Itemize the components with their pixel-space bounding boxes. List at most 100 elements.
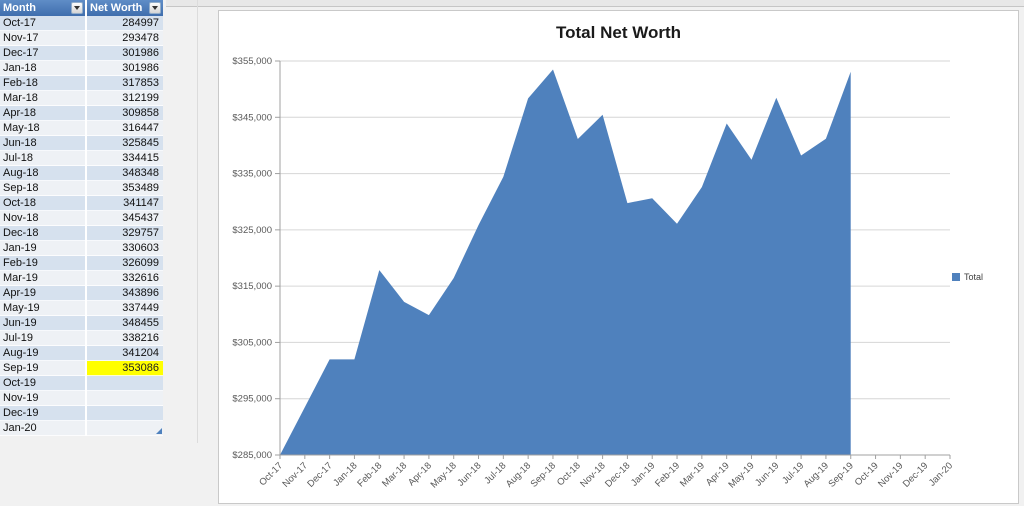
month-cell[interactable]: Jul-18 bbox=[0, 151, 85, 166]
svg-text:$315,000: $315,000 bbox=[232, 281, 272, 292]
net-worth-cell[interactable]: 301986 bbox=[87, 46, 163, 61]
filter-dropdown-icon bbox=[74, 6, 80, 10]
month-cell[interactable]: Mar-18 bbox=[0, 91, 85, 106]
table-resize-handle[interactable] bbox=[156, 428, 162, 434]
net-worth-cell[interactable]: 353489 bbox=[87, 181, 163, 196]
month-cell[interactable]: Apr-18 bbox=[0, 106, 85, 121]
month-cell[interactable]: May-19 bbox=[0, 301, 85, 316]
month-cell[interactable]: Apr-19 bbox=[0, 286, 85, 301]
net-worth-cell[interactable]: 329757 bbox=[87, 226, 163, 241]
net-worth-cell[interactable]: 334415 bbox=[87, 151, 163, 166]
month-cell[interactable]: Jan-19 bbox=[0, 241, 85, 256]
table-row: Jan-19 330603 bbox=[0, 241, 163, 256]
column-header-net-worth[interactable]: Net Worth bbox=[87, 0, 163, 16]
net-worth-cell[interactable] bbox=[87, 421, 163, 436]
svg-text:Jun-18: Jun-18 bbox=[455, 460, 483, 488]
month-cell[interactable]: May-18 bbox=[0, 121, 85, 136]
net-worth-cell[interactable]: 325845 bbox=[87, 136, 163, 151]
month-cell[interactable]: Aug-19 bbox=[0, 346, 85, 361]
net-worth-area-chart: $285,000 $295,000 $305,000 $315,000 $325,000… bbox=[232, 56, 955, 491]
net-worth-cell[interactable]: 293478 bbox=[87, 31, 163, 46]
net-worth-cell[interactable]: 317853 bbox=[87, 76, 163, 91]
table-row: Oct-18 341147 bbox=[0, 196, 163, 211]
month-cell[interactable]: Aug-18 bbox=[0, 166, 85, 181]
table-row: Jun-19 348455 bbox=[0, 316, 163, 331]
month-cell[interactable]: Jul-19 bbox=[0, 331, 85, 346]
month-cell[interactable]: Jun-19 bbox=[0, 316, 85, 331]
table-row: Oct-19 bbox=[0, 376, 163, 391]
net-worth-cell[interactable]: 332616 bbox=[87, 271, 163, 286]
svg-text:Jan-18: Jan-18 bbox=[331, 460, 359, 488]
net-worth-table: Month Net Worth Oct-17 284997 Nov-17 293478… bbox=[0, 0, 163, 436]
month-cell[interactable]: Nov-19 bbox=[0, 391, 85, 406]
month-filter-button[interactable] bbox=[71, 2, 83, 14]
highlighted-cell[interactable]: 353086 bbox=[87, 361, 163, 376]
svg-text:Nov-18: Nov-18 bbox=[578, 460, 607, 489]
svg-text:Jan-20: Jan-20 bbox=[927, 460, 955, 488]
svg-text:Aug-18: Aug-18 bbox=[504, 460, 533, 489]
month-cell[interactable]: Jun-18 bbox=[0, 136, 85, 151]
month-cell[interactable]: Sep-18 bbox=[0, 181, 85, 196]
month-cell[interactable]: Jan-20 bbox=[0, 421, 85, 436]
month-cell[interactable]: Oct-19 bbox=[0, 376, 85, 391]
month-cell[interactable]: Jan-18 bbox=[0, 61, 85, 76]
table-header-row: Month Net Worth bbox=[0, 0, 163, 16]
table-row: Mar-18 312199 bbox=[0, 91, 163, 106]
month-cell[interactable]: Nov-17 bbox=[0, 31, 85, 46]
net-worth-cell[interactable]: 343896 bbox=[87, 286, 163, 301]
table-row: Feb-19 326099 bbox=[0, 256, 163, 271]
net-worth-cell[interactable]: 301986 bbox=[87, 61, 163, 76]
table-row: Nov-19 bbox=[0, 391, 163, 406]
column-header-net-worth-label: Net Worth bbox=[90, 2, 143, 14]
month-cell[interactable]: Nov-18 bbox=[0, 211, 85, 226]
month-cell[interactable]: Oct-17 bbox=[0, 16, 85, 31]
month-cell[interactable]: Feb-19 bbox=[0, 256, 85, 271]
table-row: Apr-19 343896 bbox=[0, 286, 163, 301]
svg-text:$305,000: $305,000 bbox=[232, 337, 272, 348]
table-row: Jan-20 bbox=[0, 421, 163, 436]
table-row: Jan-18 301986 bbox=[0, 61, 163, 76]
table-row: Apr-18 309858 bbox=[0, 106, 163, 121]
net-worth-cell[interactable]: 337449 bbox=[87, 301, 163, 316]
svg-text:Dec-18: Dec-18 bbox=[603, 460, 632, 489]
net-worth-cell[interactable]: 309858 bbox=[87, 106, 163, 121]
svg-text:Nov-17: Nov-17 bbox=[281, 460, 310, 489]
column-header-month[interactable]: Month bbox=[0, 0, 85, 16]
month-cell[interactable]: Oct-18 bbox=[0, 196, 85, 211]
net-worth-cell[interactable]: 348348 bbox=[87, 166, 163, 181]
net-worth-filter-button[interactable] bbox=[149, 2, 161, 14]
net-worth-cell[interactable]: 338216 bbox=[87, 331, 163, 346]
net-worth-cell[interactable]: 341147 bbox=[87, 196, 163, 211]
net-worth-cell[interactable]: 345437 bbox=[87, 211, 163, 226]
month-cell[interactable]: Mar-19 bbox=[0, 271, 85, 286]
net-worth-cell[interactable]: 284997 bbox=[87, 16, 163, 31]
month-cell[interactable]: Dec-18 bbox=[0, 226, 85, 241]
svg-text:$325,000: $325,000 bbox=[232, 225, 272, 236]
svg-text:$335,000: $335,000 bbox=[232, 169, 272, 180]
net-worth-cell[interactable]: 326099 bbox=[87, 256, 163, 271]
month-cell[interactable]: Feb-18 bbox=[0, 76, 85, 91]
y-axis-labels: $285,000 $295,000 $305,000 $315,000 $325,000… bbox=[232, 56, 272, 461]
net-worth-cell[interactable]: 341204 bbox=[87, 346, 163, 361]
net-worth-cell[interactable] bbox=[87, 376, 163, 391]
chart-container[interactable]: Total Net Worth $285,000 $295,000 $305,000… bbox=[218, 10, 1019, 504]
net-worth-cell[interactable]: 312199 bbox=[87, 91, 163, 106]
net-worth-table-body: Oct-17 284997 Nov-17 293478 Dec-17 301986 Jan-… bbox=[0, 16, 163, 436]
svg-text:Feb-19: Feb-19 bbox=[653, 460, 682, 489]
net-worth-cell[interactable] bbox=[87, 391, 163, 406]
net-worth-cell[interactable]: 330603 bbox=[87, 241, 163, 256]
axis-lines bbox=[279, 61, 950, 456]
month-cell[interactable]: Sep-19 bbox=[0, 361, 85, 376]
month-cell[interactable]: Dec-19 bbox=[0, 406, 85, 421]
net-worth-cell[interactable]: 348455 bbox=[87, 316, 163, 331]
month-cell[interactable]: Dec-17 bbox=[0, 46, 85, 61]
column-header-month-label: Month bbox=[3, 2, 36, 14]
net-worth-cell[interactable] bbox=[87, 406, 163, 421]
svg-text:$345,000: $345,000 bbox=[232, 112, 272, 123]
svg-text:Oct-18: Oct-18 bbox=[555, 460, 583, 488]
net-worth-cell[interactable]: 316447 bbox=[87, 121, 163, 136]
svg-text:Nov-19: Nov-19 bbox=[876, 460, 905, 489]
svg-text:Feb-18: Feb-18 bbox=[355, 460, 384, 489]
table-row: Mar-19 332616 bbox=[0, 271, 163, 286]
table-row: Jul-19 338216 bbox=[0, 331, 163, 346]
